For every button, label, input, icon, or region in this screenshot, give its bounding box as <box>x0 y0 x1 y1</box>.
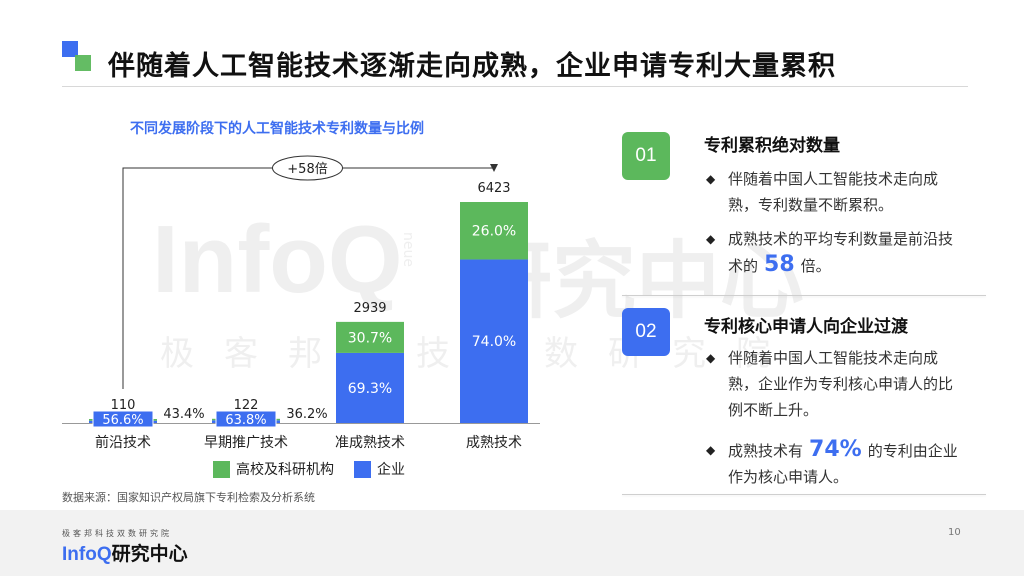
section-1-badge: 01 <box>622 132 670 180</box>
data-label-enterprise: 63.8% <box>225 413 266 428</box>
highlight-number: 58 <box>764 252 795 277</box>
growth-arrowhead-icon <box>490 164 498 172</box>
section-1-divider <box>622 295 986 296</box>
legend-swatch-university <box>213 461 230 478</box>
bullet-text-after: 倍。 <box>800 257 831 275</box>
bullet-text-before: 成熟技术的平均专利数量是前沿技术的 <box>728 230 954 275</box>
footer-bar <box>0 510 1024 576</box>
footer-logo-cn: 研究中心 <box>111 543 188 565</box>
highlight-percent: 74% <box>809 437 862 462</box>
chart-title: 不同发展阶段下的人工智能技术专利数量与比例 <box>130 121 424 137</box>
section-2-heading: 专利核心申请人向企业过渡 <box>704 317 908 337</box>
section-2-bullet-1: ◆ 伴随着中国人工智能技术走向成熟，企业作为专利核心申请人的比例不断上升。 <box>706 345 966 423</box>
data-label-box-enterprise <box>92 410 154 428</box>
section-1-bullet-2: ◆ 成熟技术的平均专利数量是前沿技术的 58 倍。 <box>706 226 966 279</box>
legend-label-enterprise: 企业 <box>377 461 405 478</box>
total-label: 6423 <box>477 181 510 196</box>
total-label: 2939 <box>353 301 386 316</box>
category-label: 成熟技术 <box>466 435 522 451</box>
bullet-diamond-icon: ◆ <box>706 443 716 457</box>
data-label-enterprise: 69.3% <box>348 381 392 397</box>
category-label: 准成熟技术 <box>335 435 405 451</box>
footer-org-name: 极客邦科技双数研究院 <box>62 529 172 538</box>
title-divider <box>62 86 968 87</box>
data-label-box-enterprise <box>215 410 277 428</box>
data-label-university: 26.0% <box>472 224 516 240</box>
bar-enterprise-3 <box>336 352 404 423</box>
title-logo-green-square <box>75 55 91 71</box>
bullet-diamond-icon: ◆ <box>706 232 716 246</box>
data-label-enterprise: 56.6% <box>102 413 143 428</box>
growth-bracket-line <box>122 167 495 389</box>
bullet-diamond-icon: ◆ <box>706 172 716 186</box>
growth-annotation: +58倍 <box>287 162 327 177</box>
total-label: 122 <box>234 398 259 413</box>
bar-university-3 <box>336 321 404 353</box>
data-label-university: 30.7% <box>348 330 392 346</box>
data-label-university: 43.4% <box>163 407 204 422</box>
bullet-text: 伴随着中国人工智能技术走向成熟，专利数量不断累积。 <box>728 170 939 214</box>
data-source: 数据来源：国家知识产权局旗下专利检索及分析系统 <box>62 491 315 504</box>
data-label-enterprise: 74.0% <box>472 334 516 350</box>
bar-university-4 <box>460 202 528 260</box>
page-number: 10 <box>948 527 961 538</box>
data-label-university: 36.2% <box>286 407 327 422</box>
bar-enterprise-4 <box>460 259 528 423</box>
legend-swatch-enterprise <box>354 461 371 478</box>
growth-annotation-oval <box>272 155 343 181</box>
bullet-text-after: 的专利由企业作为核心申请人。 <box>728 442 958 486</box>
footer-logo: InfoQ研究中心 <box>62 539 188 566</box>
footer-logo-en: InfoQ <box>62 544 112 565</box>
patent-stacked-bar-chart: 56.6% 43.4% 110 前沿技术 63.8% 36.2% 122 早期推广技术 69.3… <box>62 155 540 478</box>
title-logo-blue-square <box>62 41 78 57</box>
section-2-bullet-2: ◆ 成熟技术有 74% 的专利由企业作为核心申请人。 <box>706 437 966 490</box>
category-label: 早期推广技术 <box>204 435 288 451</box>
category-label: 前沿技术 <box>95 434 151 451</box>
total-label: 110 <box>111 398 136 413</box>
bullet-text: 伴随着中国人工智能技术走向成熟，企业作为专利核心申请人的比例不断上升。 <box>728 349 954 419</box>
section-2-badge: 02 <box>622 308 670 356</box>
section-1-bullet-1: ◆ 伴随着中国人工智能技术走向成熟，专利数量不断累积。 <box>706 166 966 218</box>
legend-label-university: 高校及科研机构 <box>236 461 334 478</box>
bullet-diamond-icon: ◆ <box>706 351 716 365</box>
section-1-heading: 专利累积绝对数量 <box>704 136 840 156</box>
page-title: 伴随着人工智能技术逐渐走向成熟，企业申请专利大量累积 <box>108 51 836 82</box>
section-2-divider <box>622 494 986 495</box>
bullet-text-before: 成熟技术有 <box>728 442 804 460</box>
